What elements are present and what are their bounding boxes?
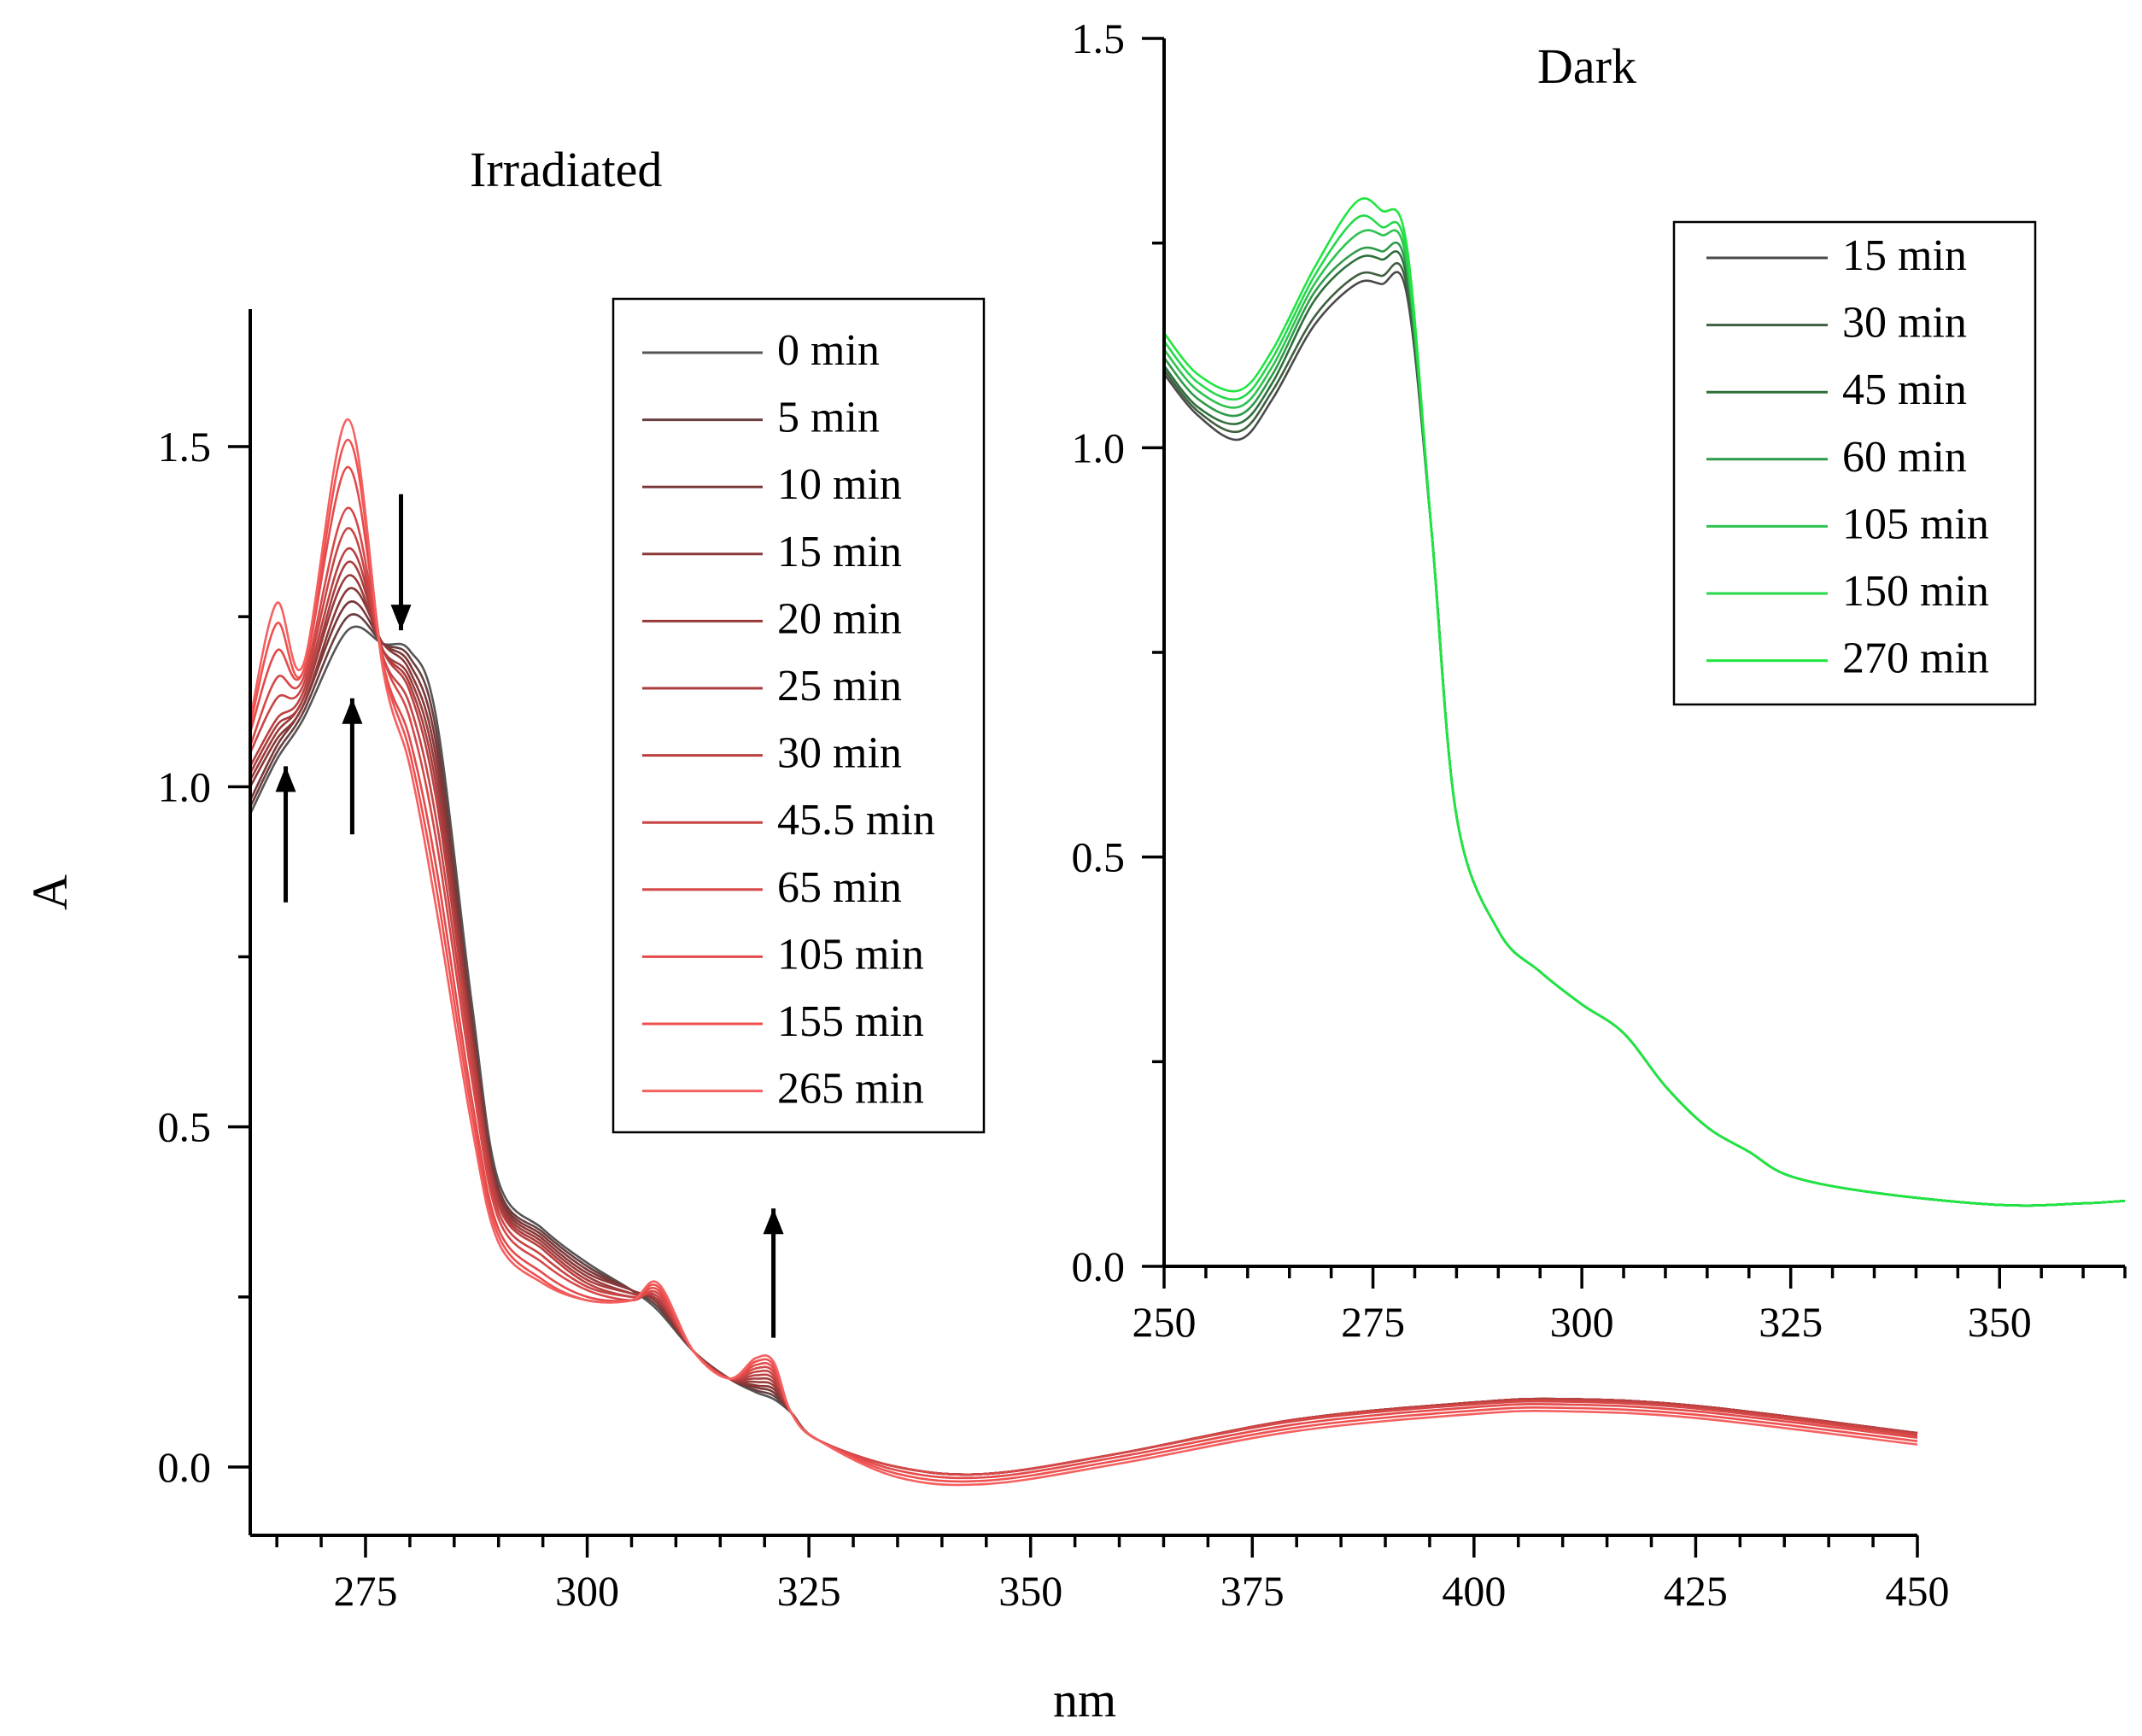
x-tick-label: 275 (333, 1567, 397, 1615)
irradiated-title: Irradiated (470, 142, 662, 197)
y-tick-label: 0.5 (158, 1103, 212, 1151)
legend-label: 15 min (777, 528, 902, 576)
legend-label: 30 min (777, 729, 902, 778)
annotation-arrowhead (763, 1208, 784, 1235)
series-line-270-min (1162, 197, 2126, 1207)
irradiated-y-axis-label: A (22, 874, 78, 910)
legend-label: 15 min (1842, 231, 1967, 280)
x-tick-label: 250 (1132, 1298, 1197, 1346)
irradiated-series-group (249, 418, 1918, 1487)
legend-label: 45.5 min (777, 796, 935, 845)
irradiated-chart: Irradiated A nm 275 300 325 350 375 400 425 450… (22, 142, 1950, 1727)
legend-label: 105 min (1842, 500, 1989, 548)
dark-series-group (1162, 197, 2126, 1207)
annotation-arrowhead (342, 698, 363, 724)
dark-legend-box (1672, 220, 2037, 706)
legend-label: 60 min (1842, 433, 1967, 482)
x-tick-label: 425 (1664, 1567, 1728, 1615)
y-tick-label: 0.5 (1072, 833, 1126, 881)
x-tick-label: 325 (777, 1567, 841, 1615)
irradiated-legend-box (612, 297, 986, 1134)
y-tick-label: 1.5 (158, 423, 212, 471)
legend-label: 10 min (777, 460, 902, 509)
x-tick-label: 300 (555, 1567, 619, 1615)
irradiated-ticks: 275 300 325 350 375 400 425 450 0.0 0.5 1.0 1.5 (158, 423, 1950, 1615)
series-line-265-min (249, 418, 1918, 1487)
y-tick-label: 1.5 (1072, 15, 1126, 62)
legend-label: 265 min (777, 1065, 924, 1113)
y-tick-label: 0.0 (1072, 1242, 1126, 1290)
dark-chart: Dark 250 275 300 325 350 0.0 0.5 1.0 1.5 15 min 3… (1033, 15, 2142, 1375)
irradiated-x-axis-label: nm (1053, 1672, 1116, 1727)
x-tick-label: 375 (1220, 1567, 1285, 1615)
y-tick-label: 1.0 (1072, 424, 1126, 471)
legend-label: 270 min (1842, 634, 1989, 683)
legend-label: 105 min (777, 930, 924, 979)
annotation-arrowhead (275, 766, 296, 792)
y-tick-label: 1.0 (158, 763, 212, 810)
legend-label: 20 min (777, 594, 902, 643)
legend-label: 150 min (1842, 567, 1989, 616)
x-tick-label: 275 (1341, 1298, 1405, 1346)
annotation-arrowhead (390, 605, 412, 631)
x-tick-label: 400 (1442, 1567, 1506, 1615)
legend-label: 45 min (1842, 365, 1967, 414)
x-tick-label: 350 (1968, 1298, 2032, 1346)
legend-label: 5 min (777, 394, 880, 442)
x-tick-label: 300 (1550, 1298, 1614, 1346)
x-tick-label: 450 (1886, 1567, 1950, 1615)
y-tick-label: 0.0 (158, 1443, 212, 1491)
legend-label: 155 min (777, 997, 924, 1046)
legend-label: 25 min (777, 662, 902, 710)
dark-title: Dark (1537, 38, 1636, 94)
x-tick-label: 350 (998, 1567, 1062, 1615)
legend-label: 0 min (777, 326, 880, 375)
dark-ticks: 250 275 300 325 350 0.0 0.5 1.0 1.5 (1072, 15, 2127, 1346)
dark-legend: 15 min 30 min 45 min 60 min 105 min 150 min 27… (1672, 220, 2037, 706)
legend-label: 30 min (1842, 299, 1967, 348)
x-tick-label: 325 (1759, 1298, 1823, 1346)
irradiated-arrows (275, 494, 784, 1338)
legend-label: 65 min (777, 863, 902, 912)
irradiated-legend: 0 min 5 min 10 min 15 min 20 min 25 min 30 min… (612, 297, 986, 1134)
